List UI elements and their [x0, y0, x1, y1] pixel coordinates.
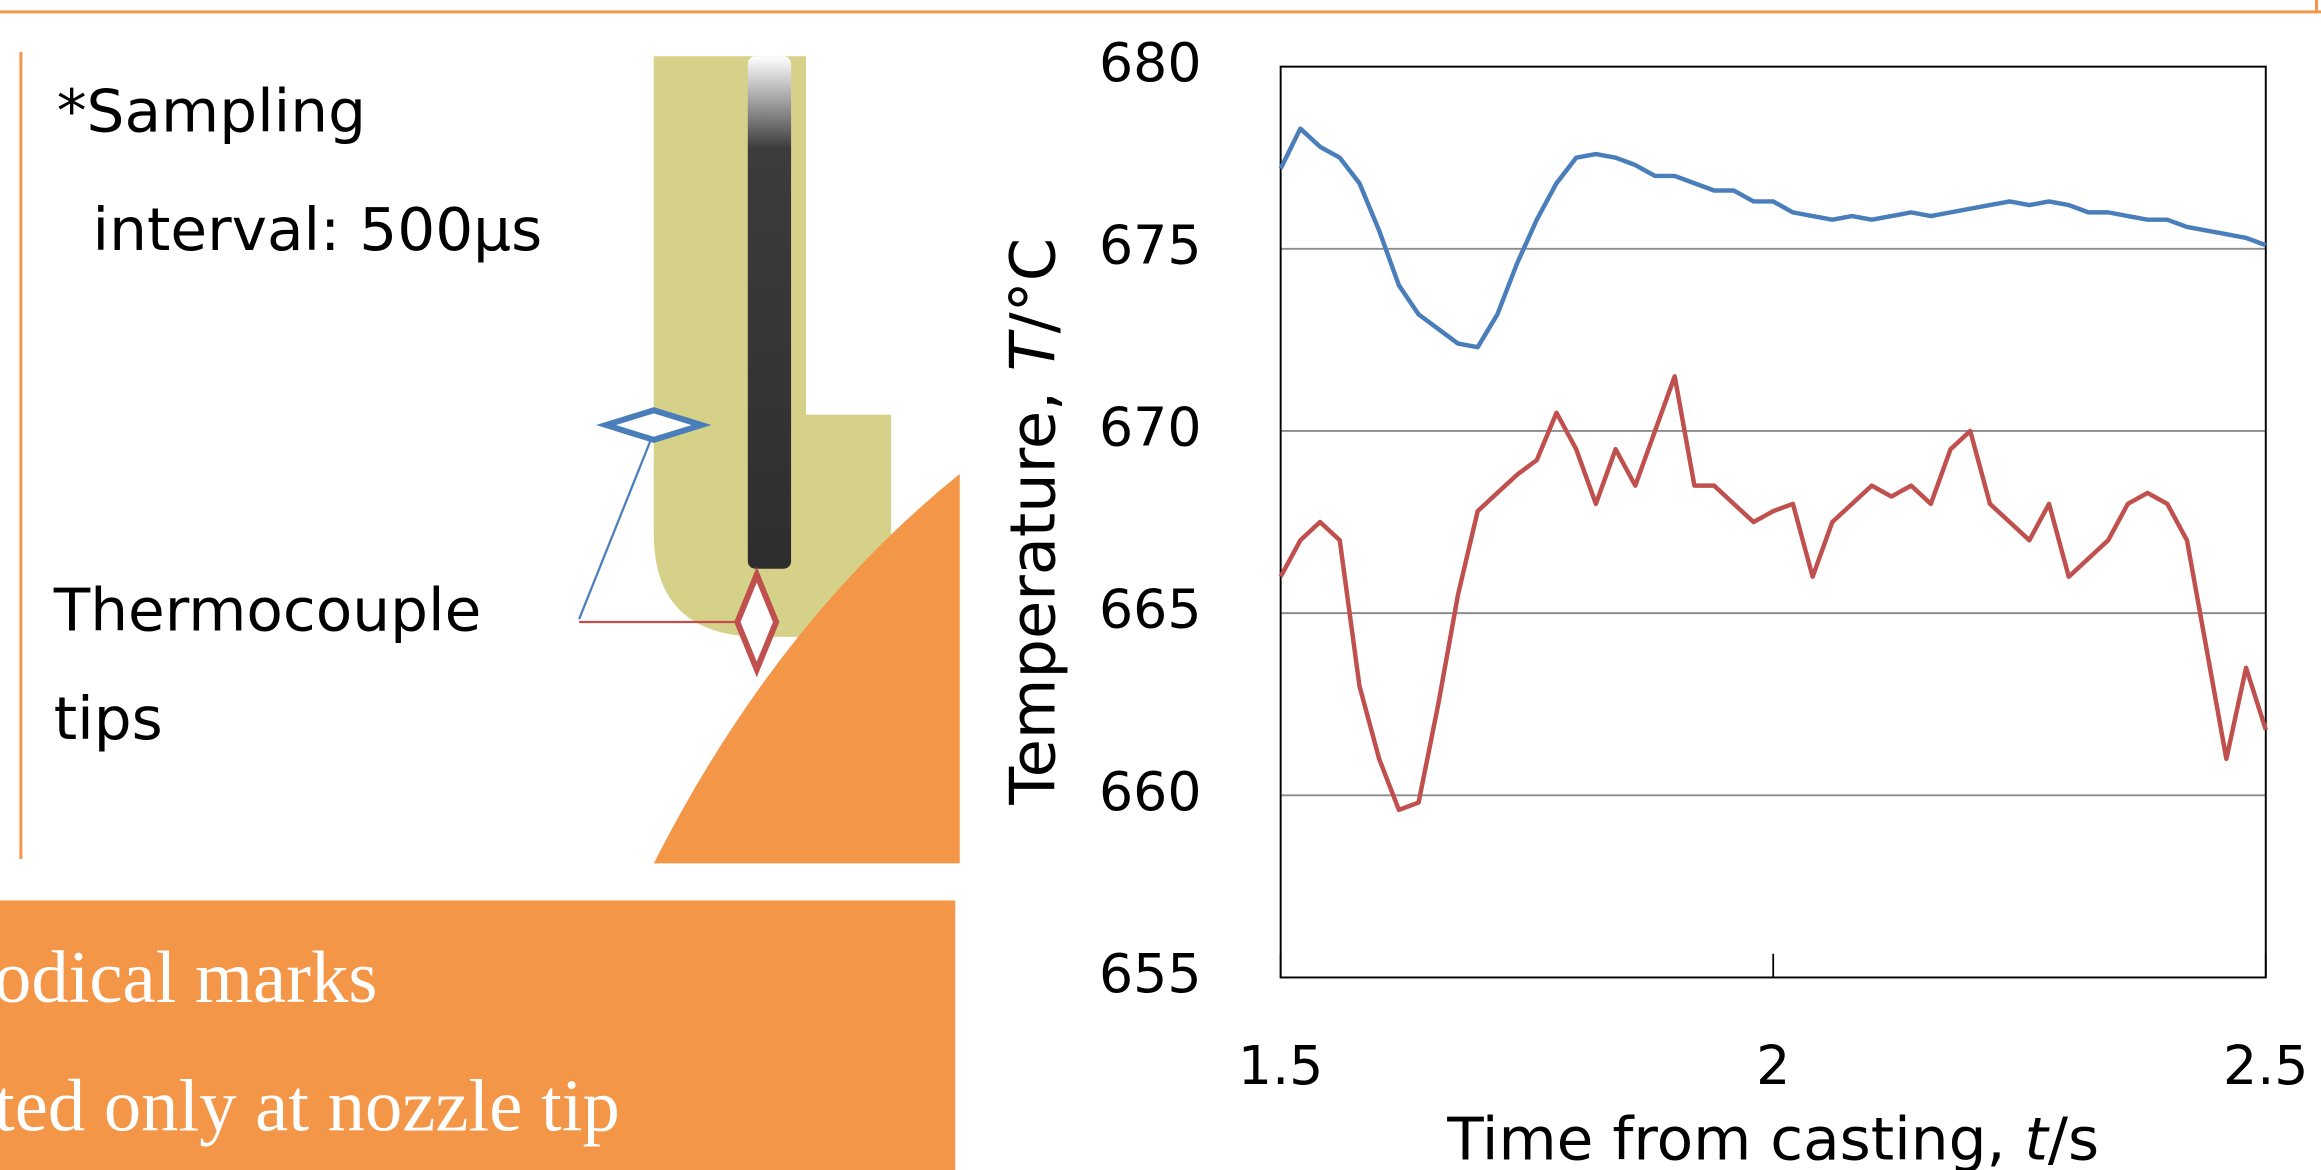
y-tick-label: 660	[1099, 760, 1202, 823]
y-tick-label: 655	[1099, 942, 1202, 1005]
x-axis-title: Time from casting, t/s	[1446, 1106, 2099, 1170]
label: tips	[54, 685, 163, 754]
y-tick-label: 680	[1099, 31, 1202, 94]
y-tick-label: 675	[1099, 214, 1202, 277]
slide: *Sampling interval: 500µs Thermocouple t…	[0, 0, 2321, 1170]
series-line	[1281, 376, 2266, 810]
x-axis-title-part: t	[2024, 1106, 2050, 1170]
banner-text: ted only at nozzle tip	[0, 1066, 620, 1148]
banner-text: odical marks	[0, 937, 377, 1019]
x-tick-label: 2	[1756, 1034, 1790, 1097]
note: *Sampling	[57, 78, 366, 147]
y-tick-label: 665	[1099, 578, 1202, 641]
y-axis-title-part: /°C	[996, 238, 1069, 333]
thermocouple-rod	[748, 56, 791, 568]
y-tick-label: 670	[1099, 396, 1202, 459]
label: Thermocouple	[53, 577, 482, 646]
x-tick-label: 1.5	[1238, 1034, 1323, 1097]
x-tick-label: 2.5	[2223, 1034, 2308, 1097]
leader-line	[579, 440, 651, 619]
x-axis-title-part: Time from casting,	[1446, 1106, 2024, 1170]
note: interval: 500µs	[93, 196, 543, 265]
y-axis-title-part: T	[996, 328, 1069, 371]
x-axis-title-part: /s	[2048, 1106, 2099, 1170]
y-axis-title-part: Temperature,	[996, 371, 1069, 805]
series-line	[1281, 129, 2266, 348]
page: {"diagram": {"note_lines": ["*Sampling",…	[0, 0, 2321, 1170]
y-axis-title: Temperature, T/°C	[996, 238, 1069, 806]
